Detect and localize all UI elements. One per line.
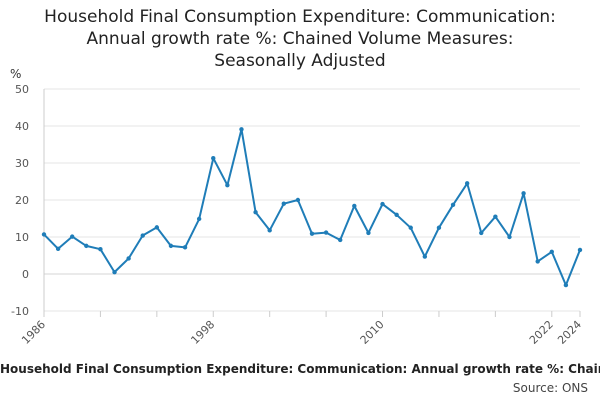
data-point [267,228,272,233]
data-point [493,214,498,219]
y-tick-label: 50 [15,83,29,96]
data-point [436,225,442,230]
data-point [563,282,569,288]
data-point [126,256,131,261]
data-point [196,216,202,222]
data-point [98,247,103,252]
data-point [535,259,540,264]
data-point [464,181,470,186]
data-point [549,249,554,254]
data-point [154,225,160,230]
y-tick-label: 20 [15,194,29,207]
chart-title-line-3: Seasonally Adjusted [214,51,386,71]
x-tick-label: 1998 [188,318,217,347]
y-tick-label: 40 [15,120,29,133]
data-point [507,234,512,240]
data-point [211,155,216,161]
x-tick-label: 2022 [527,318,556,347]
data-point [422,254,428,259]
gridlines [44,88,580,312]
data-point [182,245,188,250]
x-tick-label: 2024 [555,318,584,347]
legend: Household Final Consumption Expenditure:… [0,362,600,376]
data-point [338,237,343,243]
data-point [41,232,47,237]
data-point [450,202,456,208]
data-point [577,247,583,253]
data-point [380,201,385,207]
data-point [281,201,286,206]
chart-title: Household Final Consumption Expenditure:… [0,6,600,72]
x-tick-label: 2010 [358,318,387,347]
data-point [253,210,258,215]
data-point [479,230,484,236]
data-point [521,191,526,196]
source-note: Source: ONS [512,381,588,395]
data-point [323,230,329,235]
y-tick-label: 0 [22,268,29,281]
data-point [84,243,89,249]
y-axis-unit-label: % [10,67,21,81]
data-point [239,127,244,132]
y-tick-label: 30 [15,157,29,170]
data-point [168,243,174,249]
series-layer [41,127,583,288]
data-point [70,234,75,239]
data-point [295,197,301,203]
data-point [112,269,117,275]
legend-label: Household Final Consumption Expenditure:… [0,362,600,376]
chart-title-line-2: Annual growth rate %: Chained Volume Mea… [86,29,514,49]
y-tick-label: -10 [11,305,29,318]
data-point [352,203,357,209]
data-point [225,183,230,188]
data-point [394,212,399,217]
series-line-0 [43,128,581,287]
y-tick-label: 10 [15,231,29,244]
data-point [309,231,315,236]
chart-title-line-1: Household Final Consumption Expenditure:… [44,7,556,27]
data-point [408,225,413,230]
data-point [55,246,61,252]
x-tick-label: 1986 [19,318,48,347]
axes: -10 0 10 20 30 40 50 1986 1998 2010 2022 2024 [11,83,584,347]
data-point [140,233,145,238]
data-point [366,230,371,236]
